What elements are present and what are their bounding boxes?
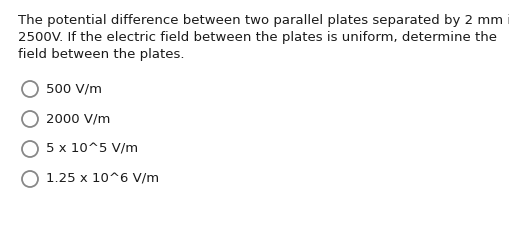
Text: field between the plates.: field between the plates. (18, 48, 184, 61)
Text: 5 x 10^5 V/m: 5 x 10^5 V/m (46, 143, 138, 156)
Text: 2500V. If the electric field between the plates is uniform, determine the: 2500V. If the electric field between the… (18, 31, 496, 44)
Text: 2000 V/m: 2000 V/m (46, 113, 110, 126)
Text: 1.25 x 10^6 V/m: 1.25 x 10^6 V/m (46, 173, 159, 186)
Text: The potential difference between two parallel plates separated by 2 mm is: The potential difference between two par… (18, 14, 509, 27)
Text: 500 V/m: 500 V/m (46, 83, 102, 96)
